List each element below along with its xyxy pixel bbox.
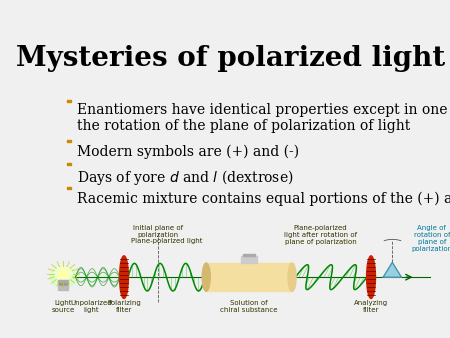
Circle shape <box>58 270 68 278</box>
Bar <box>68 100 71 102</box>
Ellipse shape <box>367 256 375 298</box>
Text: Modern symbols are (+) and (-): Modern symbols are (+) and (-) <box>77 145 299 159</box>
Text: Enantiomers have identical properties except in one respect:
the rotation of the: Enantiomers have identical properties ex… <box>77 103 450 133</box>
Bar <box>68 163 71 166</box>
Polygon shape <box>383 262 401 277</box>
Bar <box>59 283 68 287</box>
Bar <box>241 256 257 263</box>
Bar <box>58 281 68 284</box>
Bar <box>58 286 68 290</box>
Circle shape <box>54 267 72 281</box>
Text: Analyzing
filter: Analyzing filter <box>354 300 388 313</box>
Text: Mysteries of polarized light: Mysteries of polarized light <box>16 45 445 72</box>
Text: Angle of
rotation of
plane of
polarization: Angle of rotation of plane of polarizati… <box>411 225 450 251</box>
Bar <box>206 263 292 291</box>
Bar <box>68 140 71 142</box>
Text: Light
source: Light source <box>52 300 75 313</box>
Text: Racemic mixture contains equal portions of the (+) and (-): Racemic mixture contains equal portions … <box>77 192 450 206</box>
Ellipse shape <box>120 256 128 298</box>
Text: Unpolarized
light: Unpolarized light <box>71 300 112 313</box>
Text: Plane-polarized light: Plane-polarized light <box>131 238 202 244</box>
Ellipse shape <box>202 263 210 291</box>
Text: Days of yore $\mathit{d}$ and $\mathit{l}$ (dextrose): Days of yore $\mathit{d}$ and $\mathit{l… <box>77 168 294 187</box>
Text: Polarizing
filter: Polarizing filter <box>107 300 141 313</box>
Bar <box>68 187 71 189</box>
Bar <box>243 254 255 257</box>
Circle shape <box>50 267 76 288</box>
Text: Plane-polarized
light after rotation of
plane of polarization: Plane-polarized light after rotation of … <box>284 225 357 245</box>
Text: Solution of
chiral substance: Solution of chiral substance <box>220 300 278 313</box>
Ellipse shape <box>288 263 296 291</box>
Text: Initial plane of
polarization: Initial plane of polarization <box>133 225 184 238</box>
